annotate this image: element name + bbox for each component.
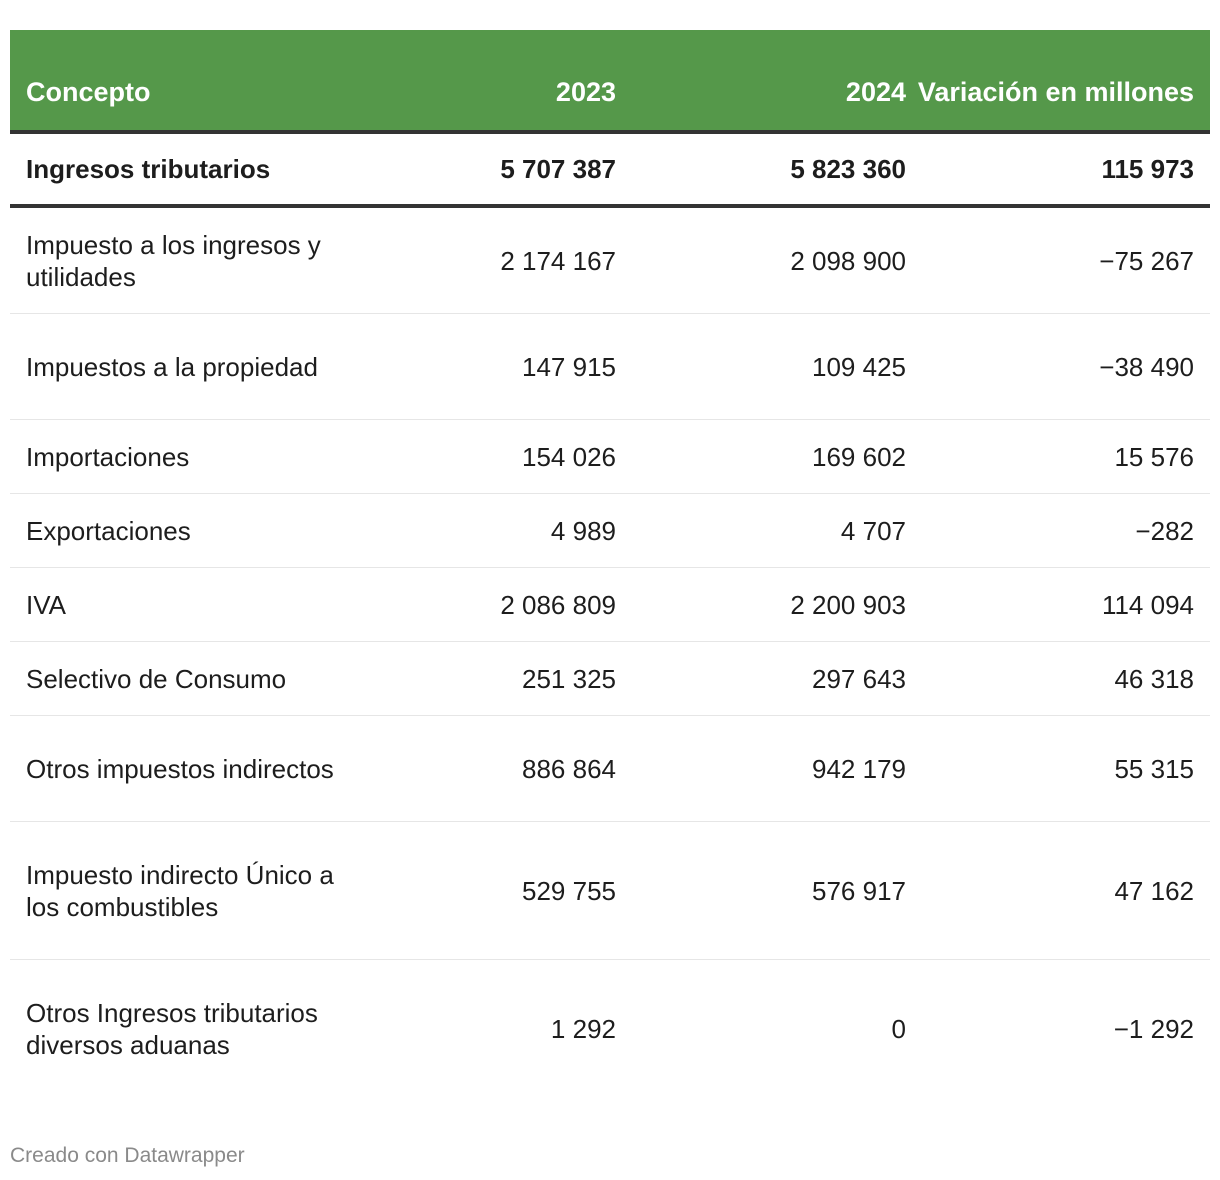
header-2023[interactable]: 2023 — [555, 77, 616, 107]
row-label: Otros impuestos indirectos — [26, 753, 334, 784]
header-variacion[interactable]: Variación en millones — [917, 77, 1194, 107]
table-row: Otros impuestos indirectos 886 864 942 1… — [10, 716, 1210, 822]
total-2024: 5 823 360 — [790, 154, 906, 184]
row-2024: 297 643 — [812, 663, 906, 694]
table-row: IVA 2 086 809 2 200 903 114 094 — [10, 568, 1210, 642]
total-2023: 5 707 387 — [500, 154, 616, 184]
row-variation: 114 094 — [1101, 589, 1194, 620]
table-row: Impuesto indirecto Único a los combustib… — [10, 822, 1210, 960]
row-2024: 2 098 900 — [790, 245, 906, 276]
row-variation: 46 318 — [1114, 663, 1194, 694]
table-header: Concepto 2023 2024 Variación en millones — [10, 30, 1210, 134]
row-2023: 529 755 — [522, 875, 616, 906]
row-2023: 2 174 167 — [500, 245, 616, 276]
row-2024: 576 917 — [812, 875, 906, 906]
table-row: Selectivo de Consumo 251 325 297 643 46 … — [10, 642, 1210, 716]
table-row: Impuestos a la propiedad 147 915 109 425… — [10, 314, 1210, 420]
table-row: Importaciones 154 026 169 602 15 576 — [10, 420, 1210, 494]
row-2024: 942 179 — [812, 753, 906, 784]
row-2024: 169 602 — [812, 441, 906, 472]
table-row: Exportaciones 4 989 4 707 −282 — [10, 494, 1210, 568]
header-2024[interactable]: 2024 — [845, 77, 906, 107]
row-2023: 147 915 — [522, 351, 616, 382]
row-2023: 154 026 — [522, 441, 616, 472]
row-2023: 4 989 — [550, 515, 616, 546]
row-label: Selectivo de Consumo — [26, 663, 287, 694]
header-concepto[interactable]: Concepto — [26, 77, 151, 107]
row-2024: 109 425 — [812, 351, 906, 382]
row-2024: 0 — [891, 1014, 906, 1044]
row-2023: 886 864 — [522, 753, 616, 784]
row-variation: 47 162 — [1114, 875, 1194, 906]
row-variation: −75 267 — [1099, 245, 1194, 276]
row-variation: −1 292 — [1113, 1014, 1194, 1044]
row-label: Otros Ingresos tributarios diversos adua… — [26, 998, 318, 1060]
row-variation: −282 — [1135, 515, 1194, 546]
table-row: Otros Ingresos tributarios diversos adua… — [10, 960, 1210, 1098]
data-table: Concepto 2023 2024 Variación en millones… — [10, 30, 1210, 1098]
row-2023: 251 325 — [522, 663, 616, 694]
row-2024: 2 200 903 — [790, 589, 906, 620]
row-2024: 4 707 — [840, 515, 906, 546]
total-variation: 115 973 — [1101, 154, 1194, 184]
row-variation: 55 315 — [1114, 753, 1194, 784]
total-row: Ingresos tributarios 5 707 387 5 823 360… — [10, 134, 1210, 208]
row-label: Impuestos a la propiedad — [26, 351, 318, 382]
row-label: Importaciones — [26, 441, 190, 472]
row-variation: 15 576 — [1114, 441, 1194, 472]
row-label: IVA — [26, 589, 66, 620]
row-2023: 1 292 — [550, 1014, 616, 1044]
total-label: Ingresos tributarios — [26, 154, 271, 184]
row-variation: −38 490 — [1099, 351, 1194, 382]
row-label: Impuesto a los ingresos y utilidades — [26, 229, 321, 292]
row-2023: 2 086 809 — [500, 589, 616, 620]
row-label: Exportaciones — [26, 515, 191, 546]
table-row: Impuesto a los ingresos y utilidades 2 1… — [10, 208, 1210, 314]
datawrapper-credit[interactable]: Creado con Datawrapper — [10, 1144, 245, 1167]
row-label: Impuesto indirecto Único a los combustib… — [26, 859, 334, 922]
